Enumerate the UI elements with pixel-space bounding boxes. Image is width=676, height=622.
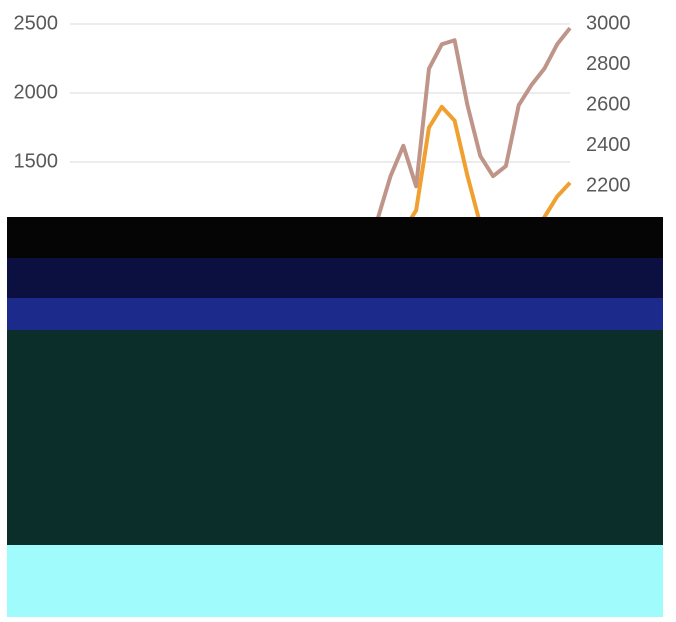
y2-tick-label: 2400 xyxy=(586,134,631,156)
y2-tick-label: 2200 xyxy=(586,175,631,197)
y-tick-label: 1500 xyxy=(14,150,59,172)
glitch-band xyxy=(7,258,663,298)
y2-tick-label: 2800 xyxy=(586,53,631,75)
corruption-overlay xyxy=(7,217,663,617)
y2-tick-label: 2600 xyxy=(586,93,631,115)
glitch-band xyxy=(7,298,663,330)
glitch-band xyxy=(7,545,663,617)
y2-tick-label: 3000 xyxy=(586,12,631,34)
y-tick-label: 2500 xyxy=(14,12,59,34)
y-tick-label: 2000 xyxy=(14,81,59,103)
glitch-band xyxy=(7,330,663,545)
